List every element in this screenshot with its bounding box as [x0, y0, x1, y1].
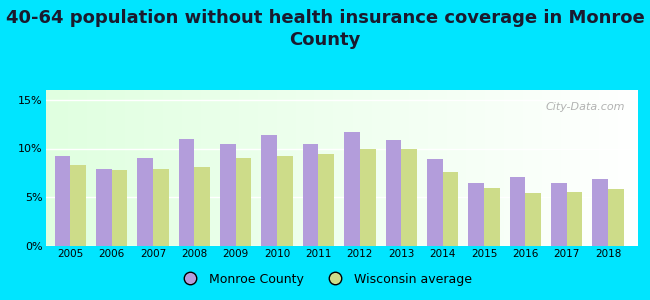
Bar	[427, 159, 443, 246]
Bar	[236, 158, 252, 246]
Bar	[360, 149, 376, 246]
Bar	[484, 188, 500, 246]
Text: City-Data.com: City-Data.com	[545, 103, 625, 112]
Bar	[96, 169, 112, 246]
Bar	[194, 167, 210, 246]
Bar	[137, 158, 153, 246]
Bar	[318, 154, 334, 246]
Bar	[70, 165, 86, 246]
Bar	[261, 135, 277, 246]
Bar	[608, 190, 624, 246]
Bar	[220, 144, 236, 246]
Bar	[401, 149, 417, 246]
Bar	[153, 169, 169, 246]
Text: 40-64 population without health insurance coverage in Monroe
County: 40-64 population without health insuranc…	[6, 9, 644, 49]
Bar	[592, 179, 608, 246]
Bar	[55, 156, 70, 246]
Bar	[551, 183, 567, 246]
Bar	[344, 132, 360, 246]
Bar	[303, 144, 318, 246]
Legend: Monroe County, Wisconsin average: Monroe County, Wisconsin average	[173, 268, 477, 291]
Bar	[277, 156, 293, 246]
Bar	[385, 140, 401, 246]
Bar	[179, 139, 194, 246]
Bar	[443, 172, 458, 246]
Bar	[567, 192, 582, 246]
Bar	[525, 193, 541, 246]
Bar	[112, 170, 127, 246]
Bar	[510, 177, 525, 246]
Bar	[468, 183, 484, 246]
